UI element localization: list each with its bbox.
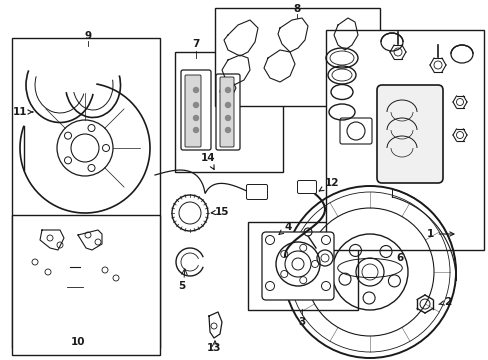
FancyBboxPatch shape: [339, 118, 371, 144]
Text: 3: 3: [298, 317, 305, 327]
FancyBboxPatch shape: [262, 232, 333, 300]
Circle shape: [225, 103, 230, 108]
Text: 1: 1: [426, 229, 453, 239]
Circle shape: [193, 87, 198, 93]
FancyBboxPatch shape: [181, 70, 210, 150]
Circle shape: [193, 116, 198, 121]
Circle shape: [225, 87, 230, 93]
Text: 2: 2: [438, 297, 451, 307]
FancyBboxPatch shape: [216, 74, 240, 150]
Bar: [215, 8, 379, 106]
FancyBboxPatch shape: [184, 75, 201, 147]
Bar: [247, 222, 357, 310]
Circle shape: [225, 127, 230, 132]
Circle shape: [225, 116, 230, 121]
Text: 7: 7: [192, 39, 199, 49]
FancyBboxPatch shape: [246, 185, 267, 199]
Text: 12: 12: [319, 178, 339, 191]
FancyBboxPatch shape: [220, 77, 234, 147]
Bar: [325, 30, 483, 250]
Text: 8: 8: [293, 4, 300, 14]
Text: 5: 5: [178, 281, 185, 291]
Text: 13: 13: [206, 343, 221, 353]
Text: 4: 4: [279, 222, 291, 234]
Text: 15: 15: [211, 207, 229, 217]
Circle shape: [193, 127, 198, 132]
Circle shape: [193, 103, 198, 108]
Text: 11: 11: [13, 107, 33, 117]
Text: 14: 14: [200, 153, 215, 170]
Bar: [12, 38, 160, 348]
Text: 9: 9: [84, 31, 91, 41]
FancyBboxPatch shape: [376, 85, 442, 183]
Bar: [175, 52, 283, 172]
FancyBboxPatch shape: [297, 180, 316, 194]
Text: 10: 10: [71, 337, 85, 347]
Bar: [12, 215, 160, 355]
Text: 6: 6: [396, 253, 403, 263]
